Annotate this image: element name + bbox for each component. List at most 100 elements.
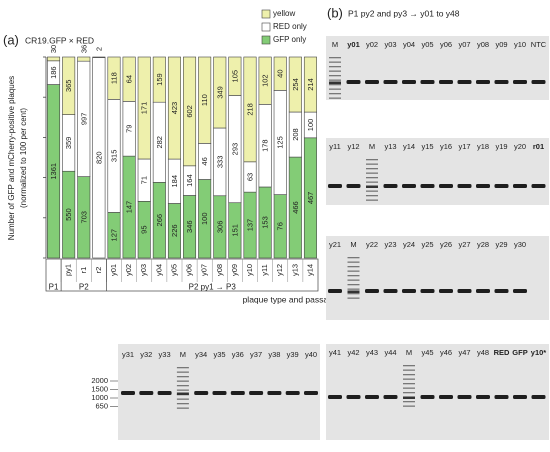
gel-band [328,184,342,188]
bar-segment [258,56,272,105]
value-label: 184 [170,175,179,188]
bar-segment [137,56,151,160]
group-label: P1 [49,283,59,292]
lane-label: y29 [495,240,507,249]
ladder-band [347,275,360,277]
lane-label: y21 [329,240,341,249]
value-label: 359 [64,137,73,150]
gel-band [494,289,509,293]
x-tick-label: y06 [185,264,194,276]
lane-label: GFP [512,348,527,357]
ladder-band [176,371,189,373]
lane-label: y31 [122,350,134,359]
value-label: 153 [261,216,270,229]
gel-band [346,80,361,84]
bar-segment [228,56,242,96]
value-label: 110 [200,94,209,106]
ladder-band [366,195,378,197]
gel-band [513,184,527,188]
gel-band [402,80,416,84]
gel-band [476,289,490,293]
gel-band [476,184,490,188]
gel-band [402,289,416,293]
gel-band [139,391,154,395]
bar-segment [288,56,302,113]
lane-label: y12 [347,142,359,151]
x-tick-label: y03 [139,264,148,276]
ladder-band [347,279,360,281]
gel-band [513,395,527,399]
ladder-band [176,392,189,395]
ladder-band [403,374,415,376]
gel-band [420,289,435,293]
ladder-band [366,190,378,192]
lane-label: y37 [250,350,262,359]
gel-band [531,80,546,84]
gel-band [285,391,300,395]
ladder-band [329,81,341,84]
lane-label: y19 [495,142,507,151]
lane-label: y48 [477,348,489,357]
value-label: 346 [185,220,194,233]
x-tick-label: y11 [260,264,269,276]
value-label: 147 [125,201,134,214]
value-label: 178 [261,139,270,152]
gel-band [304,391,318,395]
ladder-band [176,403,189,405]
lane-label: y24 [403,240,415,249]
ladder-band [366,159,378,161]
lane-label: M [350,240,356,249]
x-tick-label: y02 [124,264,133,276]
x-tick-label: py1 [64,264,73,276]
gel-band [402,184,416,188]
lane-label: NTC [531,40,547,49]
lane-label: y17 [458,142,470,151]
gel-band [383,80,398,84]
gel-band [531,184,546,188]
ladder-band [403,383,415,385]
lane-label: M [369,142,375,151]
lane-label: y14 [403,142,415,151]
size-marker: 1000 [91,393,108,402]
lane-label: y36 [232,350,244,359]
value-label: 63 [245,173,254,181]
panel-label: (a) [3,32,19,47]
lane-label: y35 [213,350,225,359]
lane-label: y28 [477,240,489,249]
lane-label: y26 [440,240,452,249]
gel-band [439,80,453,84]
lane-label: y42 [347,348,359,357]
gel-band [365,395,379,399]
ladder-band [176,398,189,400]
ladder-band [329,75,341,77]
bar-segment [243,56,257,163]
bar-segment [62,56,76,115]
gel-band [346,395,361,399]
gel-band [121,391,135,395]
lane-label: y47 [458,348,470,357]
value-label: 266 [155,214,164,227]
ladder-band [347,290,360,293]
legend-label: GFP only [273,35,306,44]
lane-label: r01 [533,142,544,151]
value-label: 76 [276,222,285,230]
lane-label: y10 [514,40,526,49]
bar-segment [303,56,317,113]
ladder-band [403,378,415,380]
value-label: 293 [230,143,239,156]
bar-segment [77,56,91,62]
value-label: 171 [140,102,149,115]
ladder-band [176,407,189,409]
value-label: 36 [79,45,88,53]
value-label: 333 [215,156,224,169]
legend-label: RED only [273,22,307,31]
ladder-band [176,385,189,387]
lane-label: y46 [440,348,452,357]
lane-label: y41 [329,348,341,357]
bar-segment [107,56,121,100]
ladder-band [347,297,360,299]
value-label: 137 [245,219,254,232]
bar-segment [183,56,197,167]
lane-label: y07 [458,40,470,49]
